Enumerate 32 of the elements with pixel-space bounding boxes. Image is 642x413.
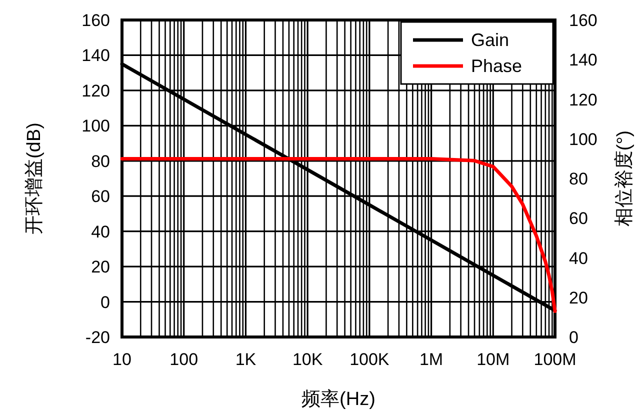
y2-tick-label: 80	[569, 170, 588, 188]
y2-tick-label: 0	[569, 328, 578, 347]
y-tick-label: 80	[91, 152, 110, 171]
x-tick-label: 100	[170, 350, 198, 369]
x-tick-label: 10	[112, 350, 132, 369]
y2-tick-label: 140	[569, 50, 598, 70]
x-tick-label: 1K	[235, 350, 257, 369]
legend-label: Phase	[471, 56, 522, 76]
x-tick-label: 1M	[419, 350, 444, 369]
x-tick-label: 10M	[476, 350, 510, 369]
y2-tick-label: 120	[569, 90, 598, 110]
y2-axis-title: 相位裕度(°)	[613, 130, 635, 227]
y-tick-label: 40	[91, 222, 110, 242]
y-tick-label: 100	[82, 116, 110, 136]
y2-tick-label: 20	[569, 288, 588, 308]
y-axis-title: 开环增益(dB)	[24, 122, 45, 234]
y-tick-label: -20	[85, 328, 110, 347]
y-tick-label: 160	[82, 11, 110, 30]
x-tick-label: 100M	[534, 350, 576, 369]
y-tick-label: 120	[82, 81, 110, 100]
legend-label: Gain	[471, 30, 510, 50]
y-tick-label: 60	[91, 187, 110, 206]
y-tick-label: 20	[91, 258, 110, 277]
x-axis-title: 频率(Hz)	[302, 388, 376, 410]
y2-tick-label: 60	[569, 209, 588, 228]
y-tick-label: 140	[82, 46, 110, 66]
y2-tick-label: 100	[569, 130, 598, 149]
x-tick-label: 10K	[292, 350, 324, 369]
y2-tick-label: 40	[569, 248, 588, 268]
y-tick-label: 0	[100, 292, 110, 312]
x-tick-label: 100K	[350, 350, 390, 369]
y2-tick-label: 160	[569, 11, 598, 30]
